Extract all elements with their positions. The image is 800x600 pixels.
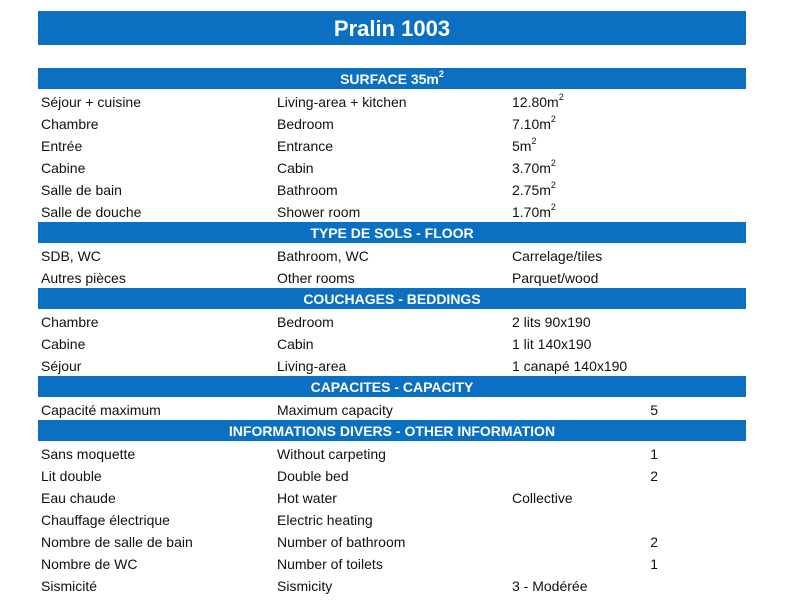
- french-label: Sismicité: [41, 578, 98, 594]
- table-row: Salle de bain Bathroom 2.75m2: [38, 178, 746, 200]
- table-row: Lit double Double bed 2: [38, 464, 746, 486]
- count-cell: 1: [650, 446, 658, 462]
- table-row: Sismicité Sismicity 3 - Modérée: [38, 574, 746, 596]
- french-label: Séjour: [41, 358, 82, 374]
- french-label: Capacité maximum: [41, 402, 161, 418]
- count-cell: 5: [650, 402, 658, 418]
- count-cell: 1: [650, 556, 658, 572]
- value-cell: 3 - Modérée: [512, 578, 588, 594]
- value-cell: Parquet/wood: [512, 270, 599, 286]
- french-label: Cabine: [41, 336, 86, 352]
- table-row: Capacité maximum Maximum capacity 5: [38, 398, 746, 420]
- english-label: Bathroom, WC: [277, 248, 369, 264]
- section-header: INFORMATIONS DIVERS - OTHER INFORMATION: [38, 420, 746, 442]
- value-cell: 1 lit 140x190: [512, 336, 592, 352]
- french-label: Salle de douche: [41, 204, 142, 220]
- count-cell: 2: [650, 534, 658, 550]
- english-label: Living-area + kitchen: [277, 94, 407, 110]
- french-label: Eau chaude: [41, 490, 116, 506]
- english-label: Entrance: [277, 138, 334, 154]
- table-row: Séjour Living-area 1 canapé 140x190: [38, 354, 746, 376]
- french-label: Lit double: [41, 468, 102, 484]
- table-row: Chambre Bedroom 2 lits 90x190: [38, 310, 746, 332]
- french-label: Chambre: [41, 314, 99, 330]
- table-row: Chauffage électrique Electric heating: [38, 508, 746, 530]
- table-row: Chambre Bedroom 7.10m2: [38, 112, 746, 134]
- english-label: Bedroom: [277, 314, 334, 330]
- french-label: SDB, WC: [41, 248, 101, 264]
- english-label: Cabin: [277, 160, 314, 176]
- table-row: Séjour + cuisine Living-area + kitchen 12.…: [38, 90, 746, 112]
- value-cell: Carrelage/tiles: [512, 248, 603, 264]
- table-row: SDB, WC Bathroom, WC Carrelage/tiles: [38, 244, 746, 266]
- value-cell: Collective: [512, 490, 573, 506]
- french-label: Autres pièces: [41, 270, 126, 286]
- table-row: Entrée Entrance 5m2: [38, 134, 746, 156]
- english-label: Number of bathroom: [277, 534, 406, 550]
- french-label: Chambre: [41, 116, 99, 132]
- english-label: Number of toilets: [277, 556, 383, 572]
- english-label: Other rooms: [277, 270, 355, 286]
- english-label: Sismicity: [277, 578, 333, 594]
- value-cell: 2.75m2: [512, 180, 556, 199]
- french-label: Nombre de WC: [41, 556, 138, 572]
- table-row: Nombre de WC Number of toilets 1: [38, 552, 746, 574]
- french-label: Salle de bain: [41, 182, 122, 198]
- english-label: Cabin: [277, 336, 314, 352]
- property-table: SURFACE 35m2 Séjour + cuisine Living-area …: [38, 68, 746, 596]
- table-row: Sans moquette Without carpeting 1: [38, 442, 746, 464]
- table-row: Eau chaude Hot water Collective: [38, 486, 746, 508]
- english-label: Double bed: [277, 468, 349, 484]
- value-cell: 3.70m2: [512, 158, 556, 177]
- french-label: Séjour + cuisine: [41, 94, 142, 110]
- english-label: Without carpeting: [277, 446, 386, 462]
- english-label: Electric heating: [277, 512, 373, 528]
- count-cell: 2: [650, 468, 658, 484]
- value-cell: 1.70m2: [512, 202, 556, 221]
- section-header: SURFACE 35m2: [38, 68, 746, 90]
- table-row: Salle de douche Shower room 1.70m2: [38, 200, 746, 222]
- value-cell: 1 canapé 140x190: [512, 358, 628, 374]
- english-label: Bathroom: [277, 182, 338, 198]
- french-label: Entrée: [41, 138, 83, 154]
- page-title: Pralin 1003: [38, 11, 746, 45]
- french-label: Chauffage électrique: [41, 512, 170, 528]
- english-label: Living-area: [277, 358, 347, 374]
- section-header: TYPE DE SOLS - FLOOR: [38, 222, 746, 244]
- table-row: Nombre de salle de bain Number of bathroo…: [38, 530, 746, 552]
- english-label: Hot water: [277, 490, 337, 506]
- value-cell: 7.10m2: [512, 114, 556, 133]
- table-row: Autres pièces Other rooms Parquet/wood: [38, 266, 746, 288]
- section-header: COUCHAGES - BEDDINGS: [38, 288, 746, 310]
- table-row: Cabine Cabin 1 lit 140x190: [38, 332, 746, 354]
- value-cell: 12.80m2: [512, 92, 564, 111]
- french-label: Nombre de salle de bain: [41, 534, 193, 550]
- french-label: Sans moquette: [41, 446, 136, 462]
- table-row: Cabine Cabin 3.70m2: [38, 156, 746, 178]
- english-label: Bedroom: [277, 116, 334, 132]
- english-label: Maximum capacity: [277, 402, 393, 418]
- section-header: CAPACITES - CAPACITY: [38, 376, 746, 398]
- value-cell: 2 lits 90x190: [512, 314, 591, 330]
- english-label: Shower room: [277, 204, 361, 220]
- french-label: Cabine: [41, 160, 86, 176]
- value-cell: 5m2: [512, 136, 537, 155]
